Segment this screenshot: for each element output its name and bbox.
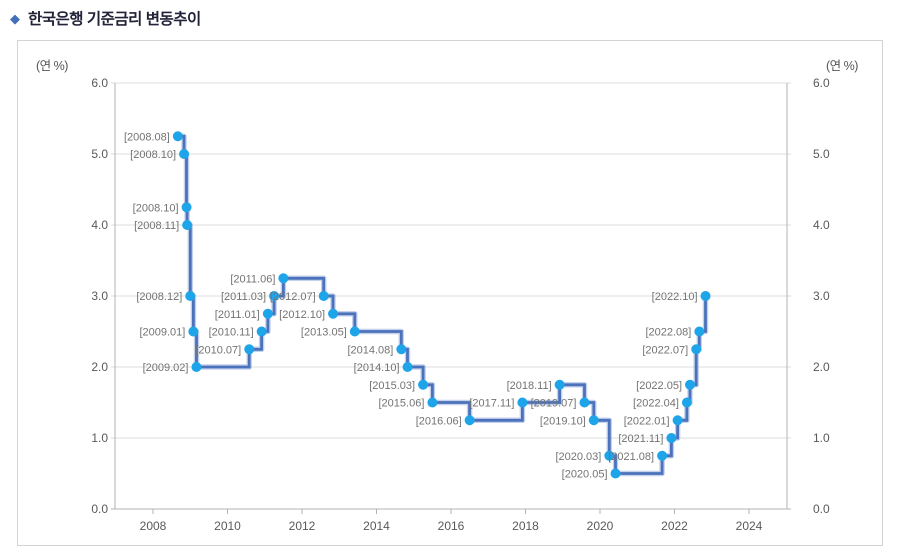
page-title: 한국은행 기준금리 변동추이 [28, 11, 201, 28]
y-axis-unit-left: (연 %) [36, 59, 68, 73]
y-axis-unit-right: (연 %) [826, 59, 858, 73]
diamond-icon: ◆ [10, 10, 20, 26]
page-title-row: ◆ 한국은행 기준금리 변동추이 [10, 7, 201, 29]
chart-panel [17, 40, 883, 546]
